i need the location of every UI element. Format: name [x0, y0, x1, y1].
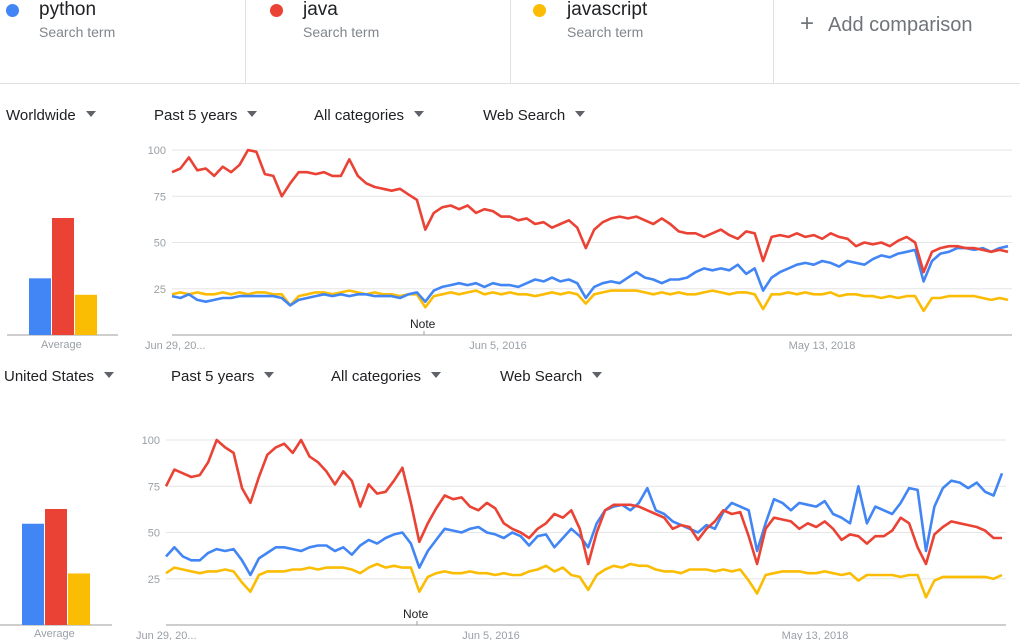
term-card-python[interactable]: python Search term: [0, 0, 245, 83]
series-line-java[interactable]: [171, 148, 1009, 274]
note-marker[interactable]: Note: [403, 607, 429, 621]
average-label: Average: [41, 339, 82, 351]
caret-down-icon: [247, 111, 258, 118]
category-dropdown[interactable]: All categories: [331, 368, 442, 385]
plus-icon: +: [800, 10, 815, 37]
y-tick-label: 25: [148, 574, 160, 586]
term-subtitle: Search term: [39, 24, 116, 40]
term-name: javascript: [567, 0, 648, 20]
caret-down-icon: [431, 372, 442, 379]
x-tick-label: May 13, 2018: [782, 630, 849, 640]
caret-down-icon: [104, 372, 115, 379]
term-subtitle: Search term: [303, 24, 380, 40]
add-comparison-button[interactable]: + Add comparison: [800, 10, 973, 38]
y-tick-label: 25: [154, 284, 166, 296]
property-dropdown[interactable]: Web Search: [483, 107, 586, 124]
y-tick-label: 75: [154, 191, 166, 203]
property-dropdown[interactable]: Web Search: [500, 368, 603, 385]
x-tick-label: May 13, 2018: [789, 340, 856, 352]
y-tick-label: 75: [148, 481, 160, 493]
average-bar-python[interactable]: [22, 523, 44, 625]
category-dropdown[interactable]: All categories: [314, 107, 425, 124]
java-color-dot-icon: [270, 4, 283, 17]
javascript-color-dot-icon: [533, 4, 546, 17]
x-tick-label: Jun 29, 20...: [136, 630, 197, 640]
y-tick-label: 100: [142, 435, 160, 447]
caret-down-icon: [575, 111, 586, 118]
divider: [245, 0, 246, 83]
region-dropdown[interactable]: Worldwide: [6, 107, 96, 124]
property-label: Web Search: [483, 107, 566, 124]
caret-down-icon: [264, 372, 275, 379]
time-label: Past 5 years: [171, 368, 255, 385]
average-label: Average: [34, 628, 75, 640]
series-line-javascript[interactable]: [165, 562, 1003, 599]
property-label: Web Search: [500, 368, 583, 385]
x-tick-label: Jun 29, 20...: [145, 340, 206, 352]
caret-down-icon: [414, 111, 425, 118]
average-bar-python[interactable]: [29, 278, 51, 335]
python-color-dot-icon: [6, 4, 19, 17]
region-dropdown[interactable]: United States: [4, 368, 115, 385]
term-name: java: [303, 0, 338, 20]
average-bar-javascript[interactable]: [75, 294, 97, 335]
divider: [510, 0, 511, 83]
y-tick-label: 100: [148, 145, 166, 157]
term-subtitle: Search term: [567, 24, 644, 40]
series-line-python[interactable]: [165, 472, 1004, 577]
x-tick-label: Jun 5, 2016: [469, 340, 527, 352]
category-label: All categories: [331, 368, 422, 385]
divider: [773, 0, 774, 83]
add-comparison-label: Add comparison: [828, 14, 973, 36]
series-line-javascript[interactable]: [171, 289, 1009, 313]
average-bar-java[interactable]: [45, 509, 67, 625]
time-dropdown[interactable]: Past 5 years: [154, 107, 258, 124]
region-label: Worldwide: [6, 107, 76, 124]
caret-down-icon: [592, 372, 603, 379]
x-tick-label: Jun 5, 2016: [462, 630, 520, 640]
y-tick-label: 50: [154, 238, 166, 250]
time-label: Past 5 years: [154, 107, 238, 124]
average-bar-javascript[interactable]: [68, 573, 90, 625]
header-divider: [0, 83, 1020, 84]
series-line-python[interactable]: [171, 244, 1009, 307]
category-label: All categories: [314, 107, 405, 124]
note-marker[interactable]: Note: [410, 317, 436, 331]
term-card-java[interactable]: java Search term: [246, 0, 510, 83]
term-name: python: [39, 0, 97, 20]
term-card-javascript[interactable]: javascript Search term: [511, 0, 773, 83]
region-label: United States: [4, 368, 95, 385]
y-tick-label: 50: [148, 528, 160, 540]
series-line-java[interactable]: [164, 438, 1002, 566]
time-dropdown[interactable]: Past 5 years: [171, 368, 275, 385]
average-bar-java[interactable]: [52, 218, 74, 335]
caret-down-icon: [85, 111, 96, 118]
